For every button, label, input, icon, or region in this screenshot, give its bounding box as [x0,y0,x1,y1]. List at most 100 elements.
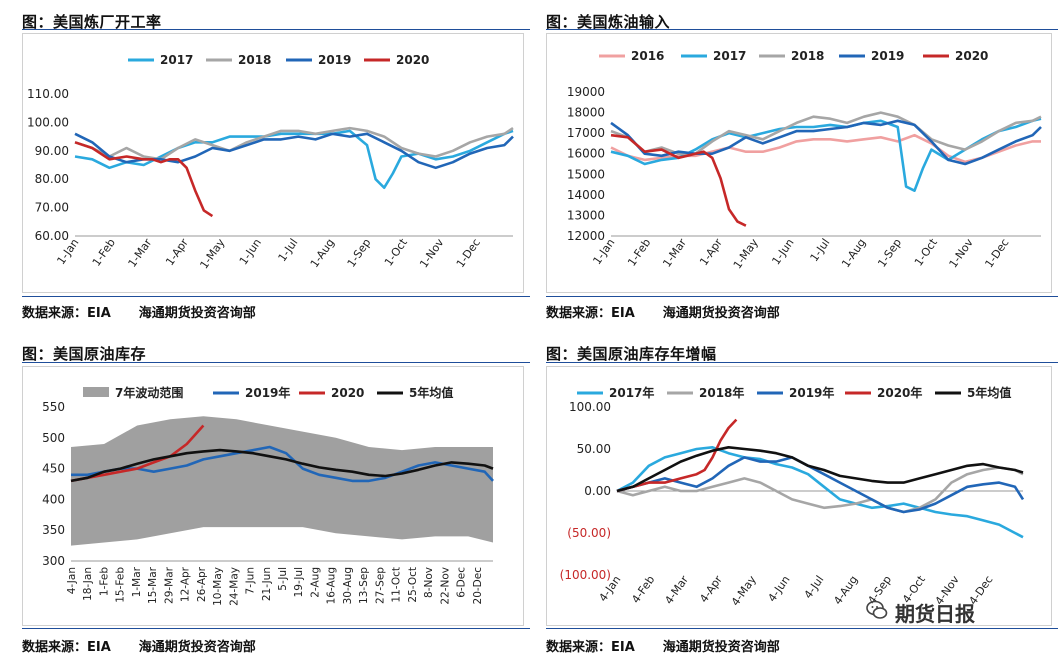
y-tick-label: (50.00) [567,526,611,540]
panel2-chart-frame: 19000 18000 17000 16000 15000 14000 13000 12000… [546,33,1052,293]
series-line-3 [610,119,1042,166]
range-band [71,416,493,546]
series-line-2 [616,456,1025,514]
y-tick-label: 500 [42,431,65,445]
x-tick-label: 22-Nov [439,567,451,605]
x-tick-label: 1-Jul [276,236,301,264]
y-tick-label: 350 [42,523,65,537]
panel3-title-rule [22,362,530,363]
x-tick-label: 30-Aug [342,567,354,604]
panel1-chart-frame: 110.00 100.00 90.00 80.00 70.00 60.00 1-Jan 1-F… [22,33,524,293]
y-tick-label: 17000 [567,126,605,140]
legend-label: 2020 [396,53,429,67]
y-tick-label: 100.00 [27,115,69,129]
y-tick-label: 18000 [567,106,605,120]
series-line-3 [74,141,214,218]
x-tick-label: 1-Apr [163,236,191,268]
x-tick-label: 5-Jul [277,567,289,591]
y-tick-label: 0.00 [584,484,611,498]
x-tick-label: 15-Mar [147,566,159,604]
y-tick-label: 12000 [567,229,605,243]
panel4-title-rule [546,362,1058,363]
x-tick-label: 1-Jun [769,236,796,267]
x-tick-label: 1-Dec [454,236,483,270]
legend-swatch [83,387,109,397]
series-line-0 [616,446,1024,539]
x-tick-label: 1-Oct [912,236,940,269]
x-tick-label: 13-Sep [358,567,370,604]
panel2-source: 数据来源：EIA 海通期货投资咨询部 [546,302,780,321]
legend-label: 2018年 [699,385,744,400]
x-tick-label: 20-Dec [472,567,484,605]
y-tick-label: 550 [42,400,65,414]
x-tick-label: 1-Dec [982,236,1011,270]
legend-label: 5年均值 [409,385,453,400]
legend-label: 2017年 [609,385,654,400]
y-tick-label: (100.00) [560,568,611,582]
panel4-source-label: 数据来源：EIA [546,640,635,655]
x-tick-label: 1-Aug [308,236,337,270]
legend-label: 5年均值 [967,385,1011,400]
x-tick-label: 1-Mar [660,236,689,270]
y-tick-label: 450 [42,462,65,476]
legend-label: 2020年 [877,385,922,400]
x-tick-label: 1-Feb [98,567,110,596]
y-tick-label: 19000 [567,85,605,99]
panel1-source-label: 数据来源：EIA [22,306,111,321]
y-tick-label: 70.00 [35,201,69,215]
series-line-3 [616,418,738,493]
y-tick-label: 80.00 [35,172,69,186]
panel3-source-org: 海通期货投资咨询部 [138,640,256,655]
y-tick-label: 15000 [567,167,605,181]
y-tick-label: 13000 [567,208,605,222]
x-tick-label: 12-Apr [180,566,192,602]
x-tick-label: 8-Nov [423,567,435,598]
x-tick-label: 15-Feb [115,567,127,603]
x-tick-label: 6-Dec [456,567,468,598]
y-tick-label: 16000 [567,147,605,161]
x-tick-label: 1-May [197,236,227,271]
panel2-title-rule [546,29,1058,30]
panel4-source-org: 海通期货投资咨询部 [662,640,780,655]
x-tick-label: 10-May [212,567,224,606]
x-tick-label: 11-Oct [391,567,403,603]
y-tick-label: 100.00 [569,400,611,414]
x-tick-label: 1-Sep [345,236,374,269]
legend-label: 2016 [631,49,664,63]
x-tick-label: 16-Aug [326,567,338,604]
y-tick-label: 300 [42,554,65,568]
x-tick-label: 4-Jan [66,567,78,594]
y-tick-label: 400 [42,492,65,506]
legend-label: 2019年 [245,385,290,400]
series-line-0 [71,445,494,483]
x-tick-label: 19-Jul [293,567,305,597]
series-line-2 [610,111,1042,155]
x-tick-label: 4-May [729,573,759,608]
panel1-source: 数据来源：EIA 海通期货投资咨询部 [22,302,256,321]
legend-label: 7年波动范围 [115,385,183,400]
x-tick-label: 1-Jul [808,236,833,264]
x-tick-label: 4-Jul [802,573,827,601]
x-tick-label: 4-Apr [697,573,725,605]
panel3-title: 图：美国原油库存 [22,345,147,363]
x-tick-label: 1-Feb [90,236,118,268]
panel4-source-rule [546,628,1058,629]
panel1-title-rule [22,29,530,30]
x-tick-label: 21-Jun [261,567,273,601]
x-tick-label: 1-May [731,236,761,271]
legend-label: 2019年 [789,385,834,400]
y-tick-label: 90.00 [35,144,69,158]
panel2-source-rule [546,296,1058,297]
panel3-source-rule [22,628,530,629]
x-tick-label: 4-Aug [831,573,860,607]
x-tick-label: 1-Sep [875,236,904,269]
series-line-4 [616,446,1024,493]
panel3-chart-frame: 550 500 450 400 350 300 4-Jan 18-Jan 1-Feb 15-Feb… [22,366,524,626]
legend-label: 2020 [955,49,988,63]
legend-label: 2017 [713,49,746,63]
panel3-source: 数据来源：EIA 海通期货投资咨询部 [22,636,256,655]
x-tick-label: 2-Aug [309,567,321,598]
series-line-2 [70,448,494,483]
